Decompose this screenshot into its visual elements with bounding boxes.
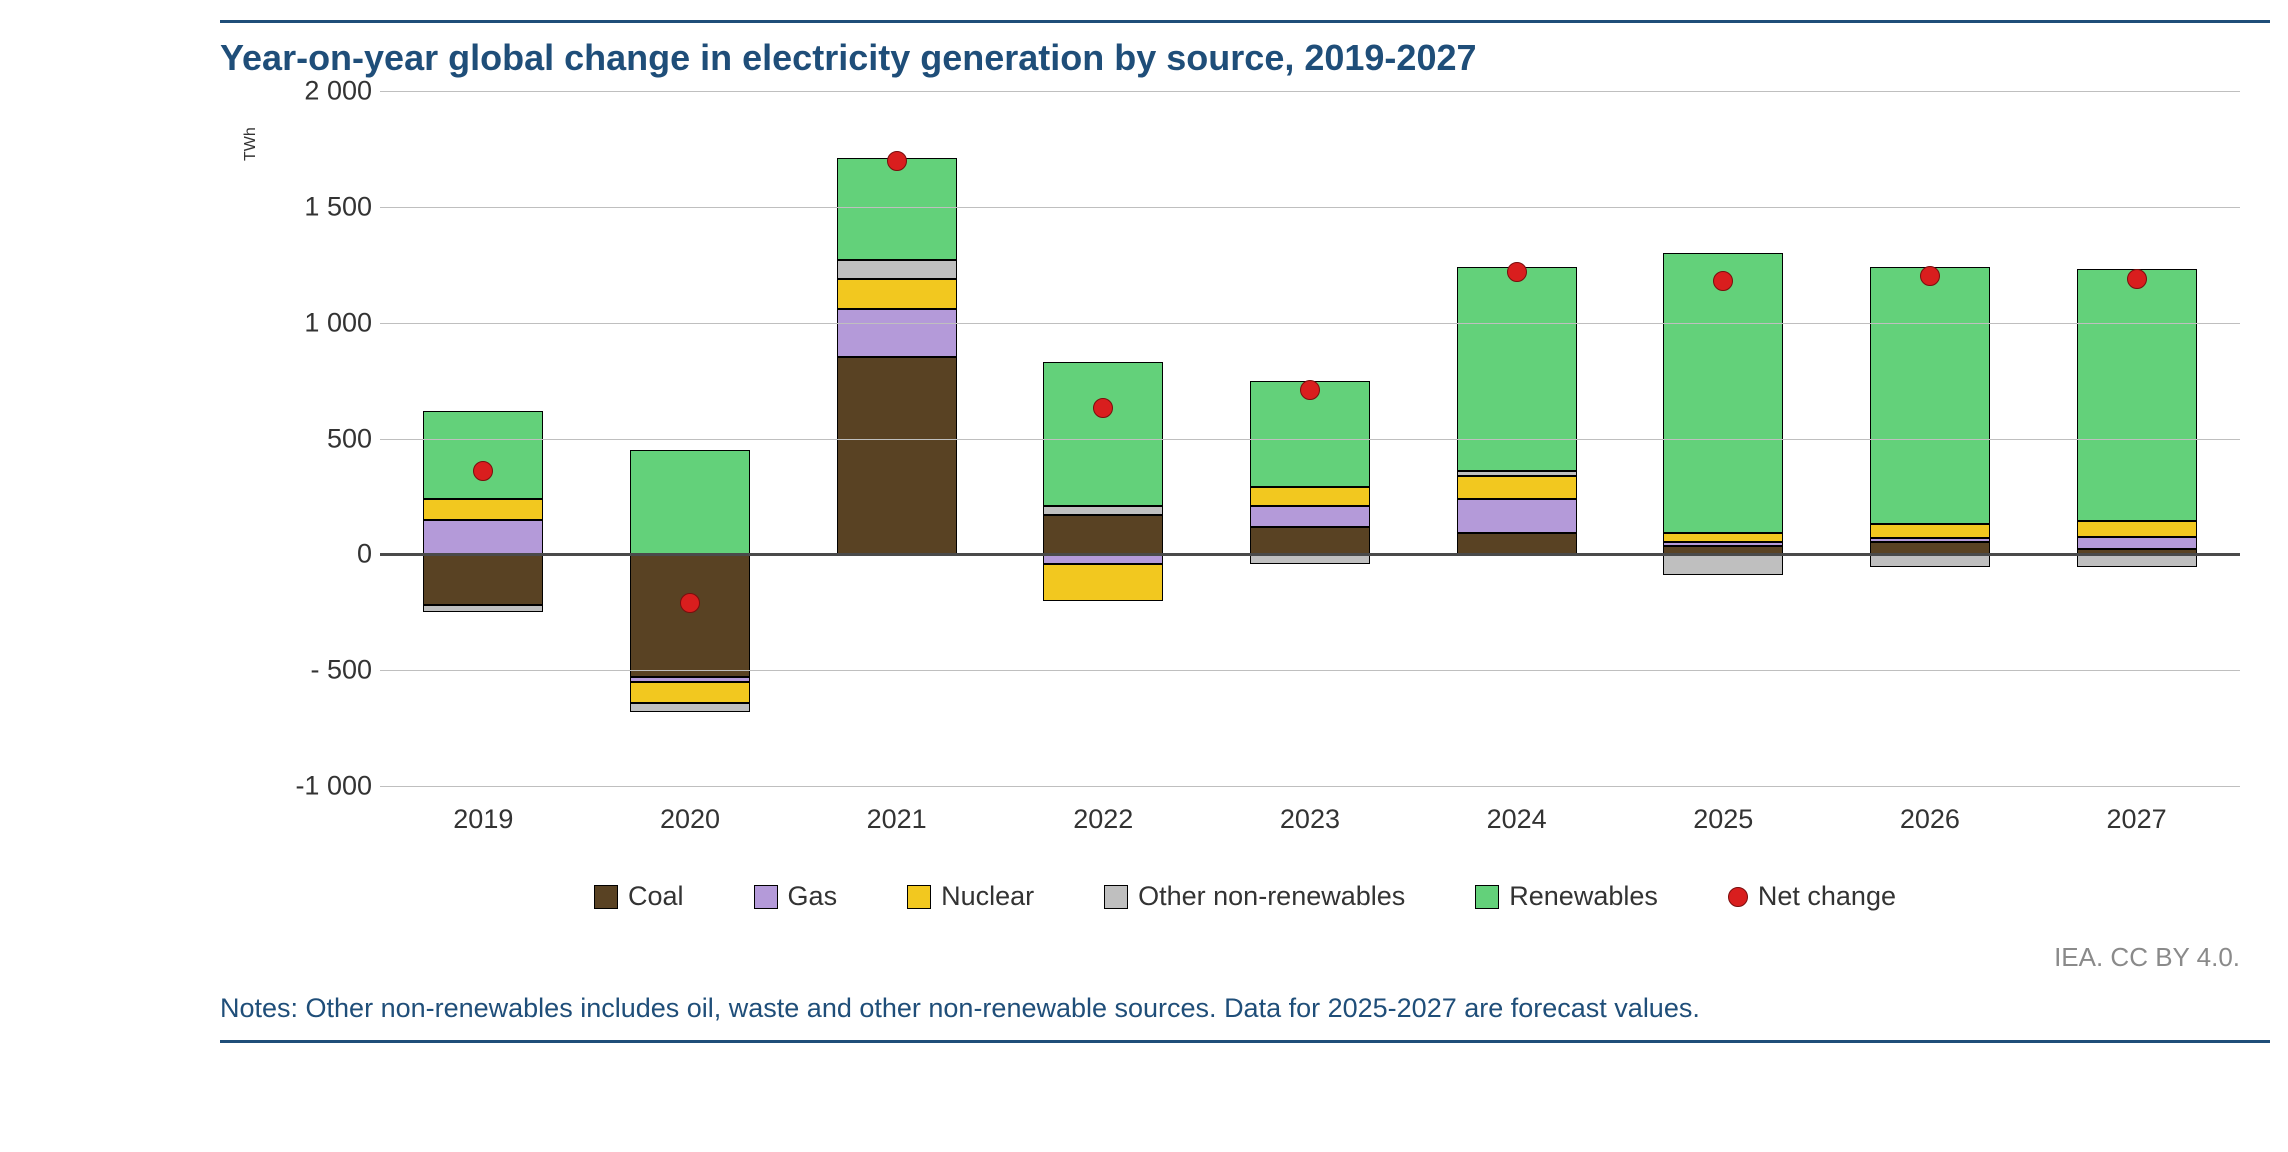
x-tick-label: 2021 — [793, 804, 1000, 835]
gridline — [380, 670, 2240, 671]
net-change-marker — [680, 593, 700, 613]
legend-label: Coal — [628, 881, 684, 912]
bar-segment-renewables — [2077, 269, 2197, 520]
bar-segment-gas — [1250, 506, 1370, 527]
gridline — [380, 439, 2240, 440]
bar-segment-other — [1043, 506, 1163, 515]
footnote: Notes: Other non-renewables includes oil… — [220, 993, 2270, 1024]
legend-label: Gas — [788, 881, 838, 912]
bar-segment-gas — [423, 520, 543, 555]
legend-item-renewables: Renewables — [1475, 881, 1658, 912]
net-change-marker — [1713, 271, 1733, 291]
bar-segment-other — [837, 260, 957, 279]
bar-segment-renewables — [630, 450, 750, 554]
bar-segment-gas — [2077, 537, 2197, 549]
legend-item-gas: Gas — [754, 881, 838, 912]
bar-segment-renewables — [837, 158, 957, 260]
bar-segment-nuclear — [1663, 533, 1783, 541]
bar-segment-coal — [423, 554, 543, 605]
x-tick-label: 2020 — [587, 804, 794, 835]
bar-segment-nuclear — [1870, 524, 1990, 538]
legend-label: Nuclear — [941, 881, 1034, 912]
y-tick-label: 2 000 — [304, 76, 372, 107]
legend-swatch — [594, 885, 618, 909]
bottom-rule — [220, 1040, 2270, 1043]
x-axis: 201920202021202220232024202520262027 — [380, 804, 2240, 835]
chart-container: Year-on-year global change in electricit… — [220, 20, 2270, 1043]
bar-segment-coal — [1043, 515, 1163, 554]
legend-label: Net change — [1758, 881, 1896, 912]
y-tick-label: - 500 — [310, 655, 372, 686]
bar-segment-nuclear — [423, 499, 543, 520]
bar-segment-renewables — [1663, 253, 1783, 533]
plot-area: TWh -1 000- 50005001 0001 5002 000 — [220, 91, 2270, 786]
bar-segment-nuclear — [1043, 564, 1163, 601]
y-axis-label-column: TWh — [220, 91, 280, 786]
bar-segment-other — [423, 605, 543, 612]
net-change-marker — [473, 461, 493, 481]
plot — [380, 91, 2240, 786]
legend-swatch — [754, 885, 778, 909]
bar-segment-gas — [1457, 499, 1577, 534]
bar-segment-nuclear — [837, 279, 957, 309]
legend-label: Other non-renewables — [1138, 881, 1405, 912]
bar-segment-coal — [630, 554, 750, 677]
y-tick-label: -1 000 — [295, 771, 372, 802]
bar-segment-nuclear — [2077, 521, 2197, 537]
bar-segment-nuclear — [630, 682, 750, 703]
gridline — [380, 91, 2240, 92]
net-change-marker — [1093, 398, 1113, 418]
net-change-marker — [1507, 262, 1527, 282]
x-tick-label: 2024 — [1413, 804, 1620, 835]
x-tick-label: 2019 — [380, 804, 587, 835]
legend-item-nuclear: Nuclear — [907, 881, 1034, 912]
x-tick-label: 2023 — [1207, 804, 1414, 835]
gridline — [380, 786, 2240, 787]
bar-segment-gas — [837, 309, 957, 358]
x-tick-label: 2026 — [1827, 804, 2034, 835]
chart-title: Year-on-year global change in electricit… — [220, 23, 2270, 91]
gridline — [380, 553, 2240, 556]
gridline — [380, 323, 2240, 324]
bar-segment-gas — [1870, 538, 1990, 541]
legend: Coal Gas Nuclear Other non-renewables Renewa… — [220, 881, 2270, 912]
bar-segment-renewables — [423, 411, 543, 499]
bar-segment-renewables — [1457, 267, 1577, 471]
y-axis-ticks: -1 000- 50005001 0001 5002 000 — [280, 91, 380, 786]
y-tick-label: 1 500 — [304, 191, 372, 222]
bar-segment-other — [630, 703, 750, 712]
net-change-marker — [887, 151, 907, 171]
legend-swatch — [1104, 885, 1128, 909]
y-tick-label: 500 — [327, 423, 372, 454]
x-tick-label: 2022 — [1000, 804, 1207, 835]
bar-segment-nuclear — [1250, 487, 1370, 506]
bar-segment-coal — [1457, 533, 1577, 554]
legend-item-net: Net change — [1728, 881, 1896, 912]
bar-segment-other — [1663, 554, 1783, 575]
y-tick-label: 1 000 — [304, 307, 372, 338]
net-change-marker — [2127, 269, 2147, 289]
y-axis-label: TWh — [242, 127, 260, 161]
bar-segment-nuclear — [1457, 476, 1577, 499]
legend-swatch — [1475, 885, 1499, 909]
bar-segment-renewables — [1043, 362, 1163, 506]
bar-segment-gas — [1663, 542, 1783, 547]
bar-segment-coal — [837, 357, 957, 554]
bar-segment-renewables — [1870, 267, 1990, 524]
attribution: IEA. CC BY 4.0. — [220, 942, 2240, 973]
legend-item-coal: Coal — [594, 881, 684, 912]
legend-item-other: Other non-renewables — [1104, 881, 1405, 912]
x-tick-label: 2025 — [1620, 804, 1827, 835]
net-change-marker — [1300, 380, 1320, 400]
bar-segment-coal — [1250, 527, 1370, 555]
legend-swatch-circle — [1728, 887, 1748, 907]
y-tick-label: 0 — [357, 539, 372, 570]
x-tick-label: 2027 — [2033, 804, 2240, 835]
net-change-marker — [1920, 266, 1940, 286]
bar-segment-other — [1457, 471, 1577, 476]
gridline — [380, 207, 2240, 208]
legend-label: Renewables — [1509, 881, 1658, 912]
legend-swatch — [907, 885, 931, 909]
